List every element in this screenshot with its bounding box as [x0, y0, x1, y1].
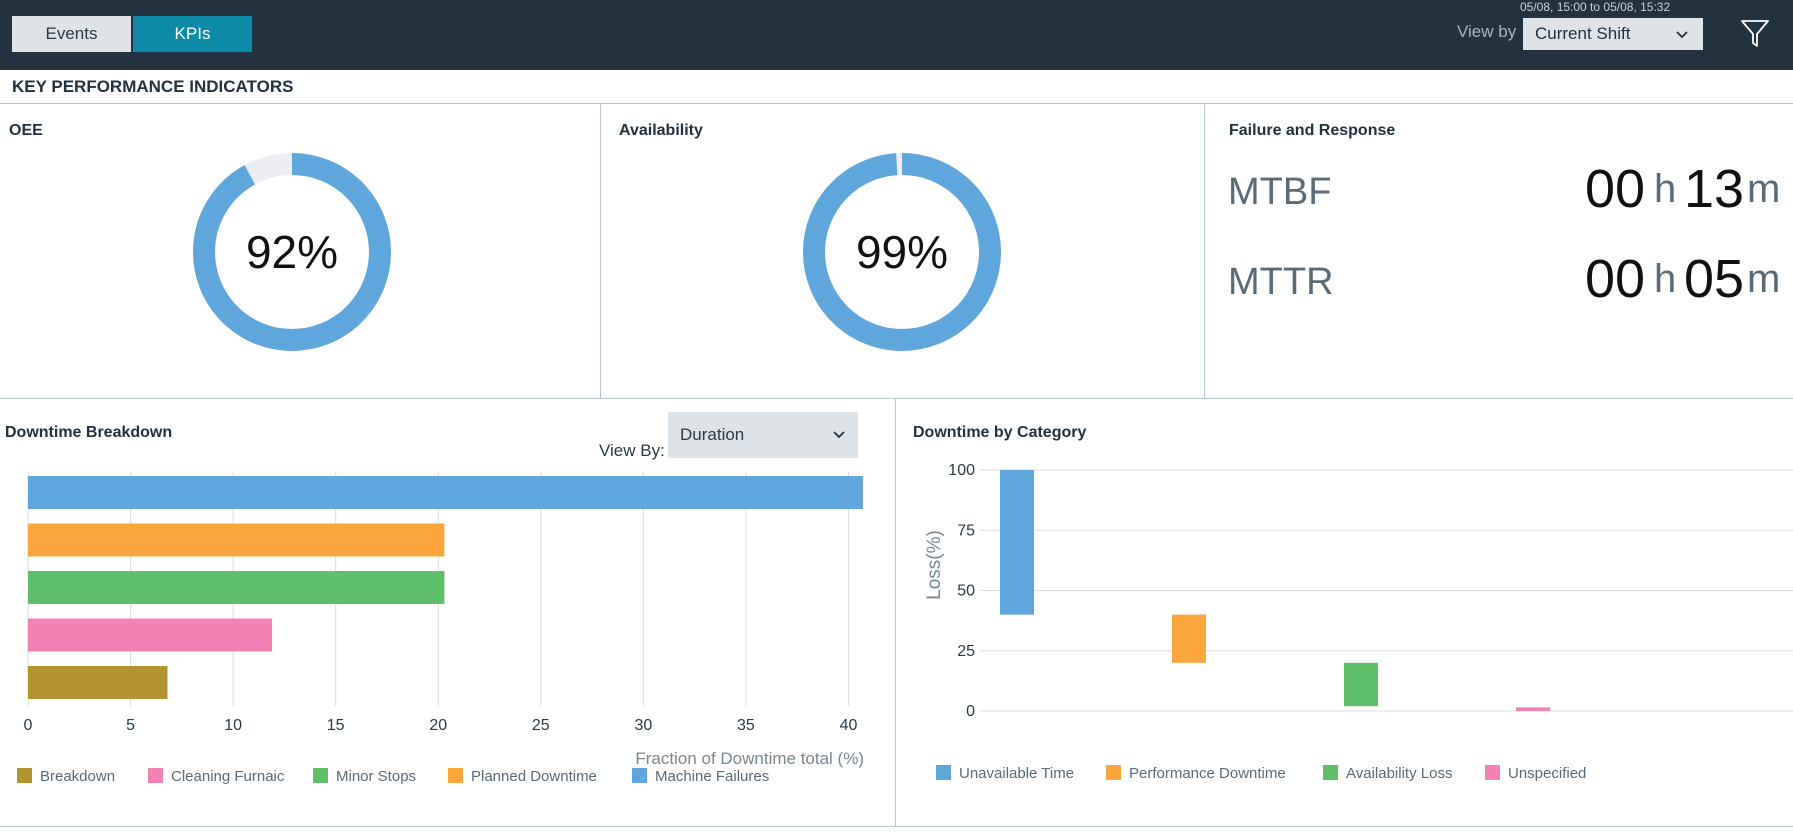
bar-availability-loss[interactable]	[1344, 662, 1378, 707]
legend-swatch	[1485, 765, 1500, 780]
downtime-breakdown-title: Downtime Breakdown	[5, 424, 173, 441]
divider	[895, 398, 896, 826]
mttr-minutes-unit: m	[1747, 257, 1781, 301]
mttr-label: MTTR	[1228, 261, 1334, 303]
x-tick-label: 15	[327, 717, 345, 734]
x-tick-label: 5	[126, 717, 135, 734]
x-tick-label: 30	[634, 717, 652, 734]
category-y-axis-label: Loss(%)	[924, 530, 945, 600]
legend-label: Planned Downtime	[471, 768, 597, 785]
legend-label: Unavailable Time	[959, 765, 1075, 782]
y-tick-label: 25	[957, 643, 975, 660]
mtbf-minutes: 13	[1684, 159, 1745, 219]
divider	[0, 398, 1793, 399]
chevron-down-icon	[832, 412, 846, 476]
legend-label: Unspecified	[1508, 765, 1587, 782]
mtbf-minutes-unit: m	[1747, 167, 1781, 211]
legend-item[interactable]: Machine Failures	[632, 768, 769, 785]
legend-swatch	[148, 768, 163, 783]
legend-item[interactable]: Performance Downtime	[1106, 765, 1286, 782]
filter-icon[interactable]	[1739, 17, 1771, 49]
x-tick-label: 10	[224, 717, 242, 734]
availability-donut	[803, 153, 1001, 351]
mttr-minutes: 05	[1684, 249, 1745, 309]
legend-label: Availability Loss	[1346, 765, 1453, 782]
date-range: 05/08, 15:00 to 05/08, 15:32	[1520, 0, 1671, 14]
legend-item[interactable]: Unspecified	[1485, 765, 1586, 782]
y-tick-label: 0	[966, 703, 975, 720]
legend-item[interactable]: Unavailable Time	[936, 765, 1074, 782]
breakdown-view-by-value: Duration	[680, 425, 745, 444]
oee-donut	[193, 153, 391, 351]
availability-value: 99%	[855, 226, 949, 278]
legend-label: Minor Stops	[336, 768, 417, 785]
x-tick-label: 40	[840, 717, 858, 734]
oee-title: OEE	[9, 122, 43, 139]
x-tick-label: 20	[429, 717, 447, 734]
legend-item[interactable]: Availability Loss	[1323, 765, 1452, 782]
top-bar: Events KPIs 05/08, 15:00 to 05/08, 15:32…	[0, 0, 1793, 70]
legend-item[interactable]: Breakdown	[17, 768, 115, 785]
downtime-breakdown-chart: 0 5 10 15 20 25 30 35 40 Fraction of Downtime to…	[24, 472, 864, 768]
legend-swatch	[632, 768, 647, 783]
legend-swatch	[1323, 765, 1338, 780]
bar-unavailable-time[interactable]	[1000, 470, 1034, 615]
mttr-hours: 00	[1585, 249, 1646, 309]
mtbf-label: MTBF	[1228, 171, 1332, 213]
breakdown-view-by-label: View By:	[599, 441, 665, 460]
availability-title: Availability	[619, 122, 703, 139]
legend-swatch	[936, 765, 951, 780]
y-tick-label: 75	[957, 522, 975, 539]
legend-swatch	[17, 768, 32, 783]
view-by-select[interactable]: Current Shift	[1523, 18, 1703, 50]
legend-item[interactable]: Cleaning Furnaic	[148, 768, 284, 785]
oee-donut-value-arc	[193, 153, 391, 351]
bar-unspecified[interactable]	[1516, 707, 1550, 711]
bar-machine-failures[interactable]	[28, 476, 863, 509]
x-tick-label: 25	[532, 717, 550, 734]
legend-swatch	[1106, 765, 1121, 780]
bar-minor-stops[interactable]	[28, 571, 445, 604]
x-tick-label: 0	[24, 717, 33, 734]
bar-breakdown[interactable]	[28, 666, 168, 699]
tab-kpis[interactable]: KPIs	[133, 16, 252, 52]
y-tick-label: 50	[957, 583, 975, 600]
downtime-category-chart: 0 25 50 75 100 Loss(%)	[924, 462, 1793, 720]
legend-item[interactable]: Planned Downtime	[448, 768, 597, 785]
bar-planned-downtime[interactable]	[28, 523, 445, 557]
kpi-section-title: KEY PERFORMANCE INDICATORS	[12, 77, 294, 96]
breakdown-view-by-select[interactable]: Duration	[668, 412, 858, 458]
failure-response-title: Failure and Response	[1229, 122, 1396, 139]
bar-performance-downtime[interactable]	[1172, 614, 1206, 663]
view-by-value: Current Shift	[1535, 24, 1631, 43]
divider	[0, 826, 1793, 827]
view-by-label: View by	[1457, 22, 1517, 41]
legend-label: Performance Downtime	[1129, 765, 1286, 782]
legend-item[interactable]: Minor Stops	[313, 768, 416, 785]
tab-events[interactable]: Events	[12, 16, 131, 52]
availability-donut-value-arc	[803, 153, 1001, 351]
bar-cleaning-furnaic[interactable]	[28, 618, 273, 652]
divider	[600, 103, 601, 399]
breakdown-x-axis-label: Fraction of Downtime total (%)	[635, 749, 864, 768]
mtbf-hours-unit: h	[1654, 167, 1677, 211]
legend-label: Cleaning Furnaic	[171, 768, 285, 785]
divider	[0, 103, 1793, 104]
divider	[1204, 103, 1205, 399]
downtime-category-title: Downtime by Category	[913, 424, 1087, 441]
oee-value: 92%	[245, 226, 339, 278]
legend-label: Machine Failures	[655, 768, 770, 785]
y-tick-label: 100	[948, 462, 975, 479]
legend-swatch	[313, 768, 328, 783]
chevron-down-icon	[1675, 18, 1689, 61]
mtbf-hours: 00	[1585, 159, 1646, 219]
x-tick-label: 35	[737, 717, 755, 734]
legend-swatch	[448, 768, 463, 783]
mttr-hours-unit: h	[1654, 257, 1677, 301]
legend-label: Breakdown	[40, 768, 116, 785]
